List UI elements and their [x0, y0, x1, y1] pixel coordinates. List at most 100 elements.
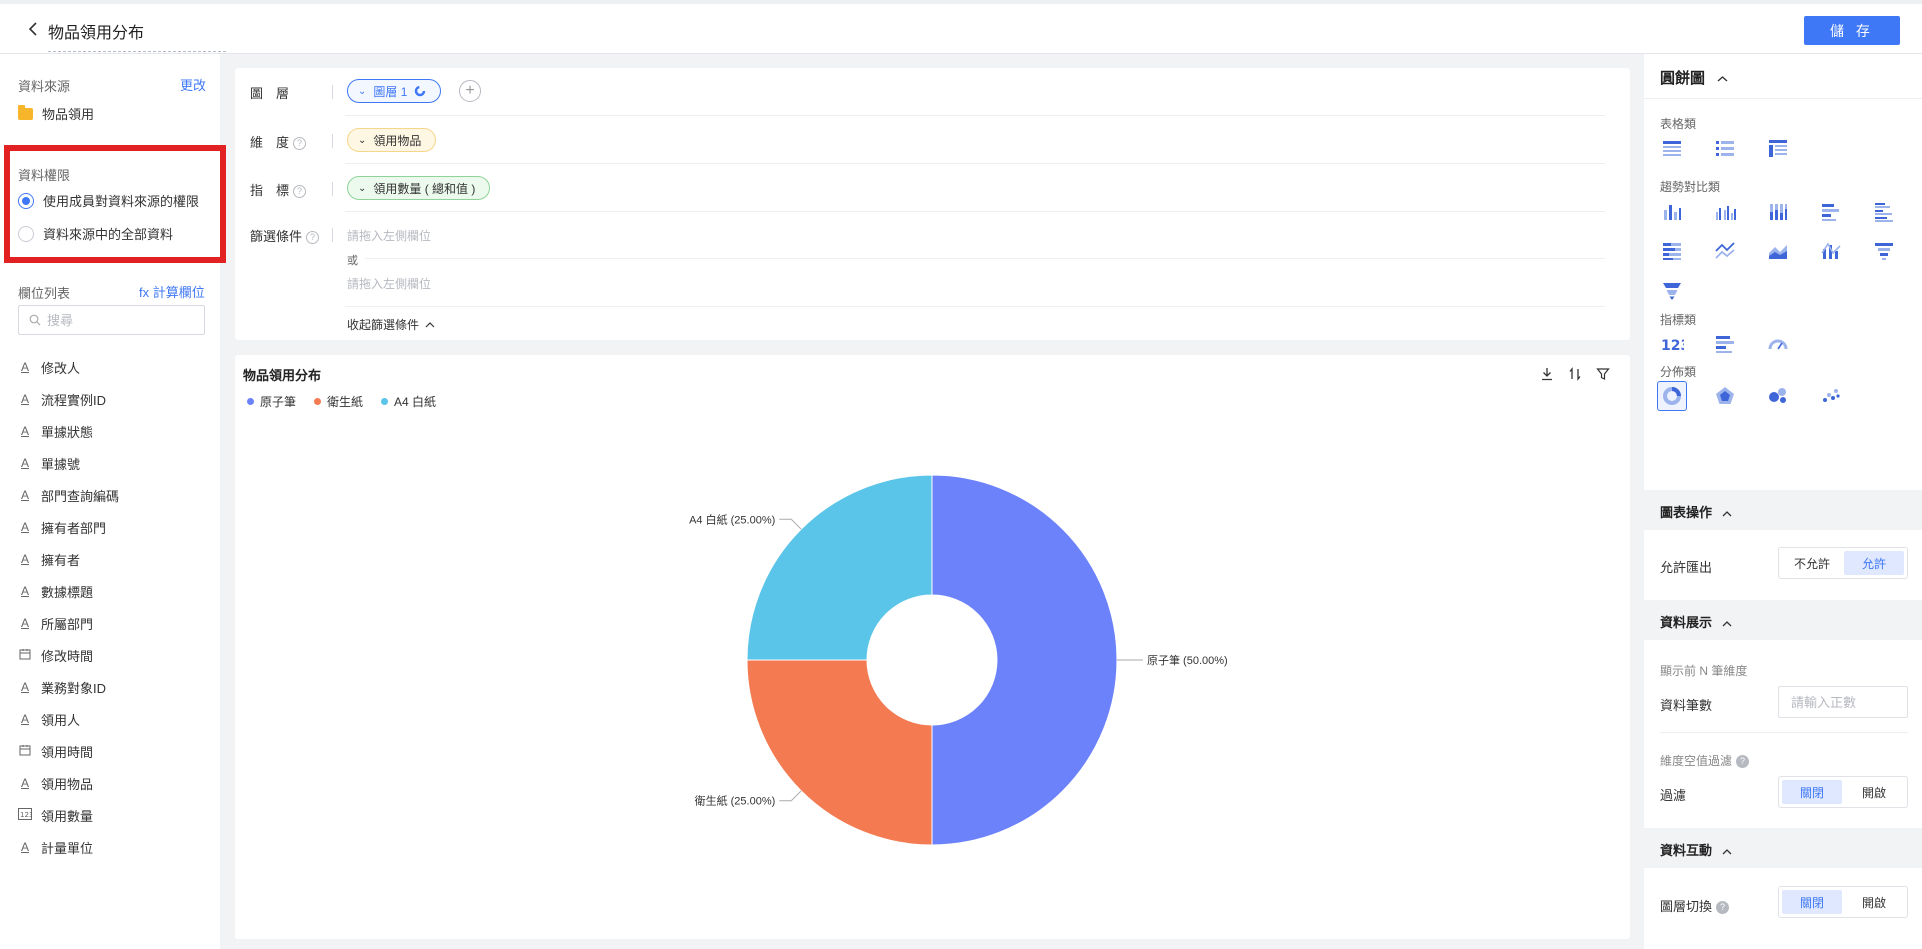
funnel-chart-icon[interactable]: [1869, 236, 1899, 266]
comparison-funnel-icon[interactable]: [1657, 275, 1687, 305]
svg-text:123: 123: [20, 811, 32, 819]
bubble-chart-icon[interactable]: [1763, 381, 1793, 411]
table-chart-icon[interactable]: [1657, 133, 1687, 163]
filter-icon[interactable]: [1596, 367, 1610, 381]
filter-drop-zone-1[interactable]: 請拖入左側欄位: [347, 229, 432, 243]
chevron-up-icon: [1722, 849, 1732, 855]
field-search-box[interactable]: [18, 305, 205, 335]
stacked-bar-icon[interactable]: [1657, 236, 1687, 266]
field-item[interactable]: A 流程實例ID: [18, 383, 119, 415]
download-icon[interactable]: [1540, 367, 1554, 381]
field-item[interactable]: 修改時間: [18, 639, 119, 671]
text-field-icon: A: [20, 488, 29, 502]
top-n-label: 顯示前 N 筆維度: [1660, 664, 1748, 678]
null-filter-toggle[interactable]: 關閉 開啟: [1778, 776, 1908, 808]
gauge-chart-icon[interactable]: [1763, 329, 1793, 359]
export-option-allow[interactable]: 允許: [1844, 551, 1904, 575]
page-title[interactable]: 物品領用分布: [48, 19, 226, 52]
save-button[interactable]: 儲 存: [1804, 16, 1900, 45]
radio-checked-icon[interactable]: [18, 192, 34, 209]
scatter-chart-icon[interactable]: [1816, 381, 1846, 411]
chart-type-title-text: 圓餅圖: [1660, 70, 1706, 87]
dimension-pill[interactable]: ⌄ 領用物品: [347, 128, 437, 152]
field-item[interactable]: A 數據標題: [18, 575, 119, 607]
field-name: 領用數量: [41, 808, 94, 824]
measure-pill[interactable]: ⌄ 領用數量 ( 總和值 ): [347, 176, 491, 200]
section-interaction[interactable]: 資料互動: [1644, 828, 1922, 868]
pivot-table-icon[interactable]: [1763, 133, 1793, 163]
layer-switch-off[interactable]: 關閉: [1782, 890, 1842, 914]
section-data-display[interactable]: 資料展示: [1644, 600, 1922, 640]
field-item[interactable]: A 業務對象ID: [18, 671, 119, 703]
filter-drop-zone-2[interactable]: 請拖入左側欄位: [347, 277, 432, 291]
data-count-input[interactable]: [1778, 686, 1908, 718]
pie-slice[interactable]: [746, 474, 933, 661]
combo-chart-icon[interactable]: [1816, 236, 1846, 266]
chevron-down-icon[interactable]: ⌄: [358, 85, 367, 97]
number-card-icon[interactable]: 123: [1657, 329, 1687, 359]
bar-chart-icon[interactable]: [1816, 197, 1846, 227]
chevron-down-icon[interactable]: ⌄: [358, 134, 367, 146]
field-search-input[interactable]: [47, 312, 197, 328]
layer-switch-on[interactable]: 開啟: [1861, 895, 1886, 910]
help-icon[interactable]: ?: [293, 185, 307, 198]
change-source-link[interactable]: 更改: [180, 78, 207, 93]
legend-item[interactable]: 衛生紙: [314, 393, 363, 410]
field-name: 計量單位: [41, 840, 94, 856]
layer-pill[interactable]: ⌄ 圖層 1: [347, 79, 442, 103]
export-option-disallow[interactable]: 不允許: [1793, 556, 1830, 571]
help-icon[interactable]: ?: [1716, 901, 1730, 914]
field-item[interactable]: A 領用物品: [18, 767, 119, 799]
collapse-filter-toggle[interactable]: 收起篩選條件: [347, 316, 435, 333]
chevron-down-icon[interactable]: ⌄: [358, 182, 367, 194]
field-item[interactable]: A 所屬部門: [18, 607, 119, 639]
field-item[interactable]: A 擁有者部門: [18, 511, 119, 543]
field-item[interactable]: A 領用人: [18, 703, 119, 735]
sort-icon[interactable]: [1568, 367, 1582, 381]
help-icon[interactable]: ?: [306, 231, 320, 244]
help-icon[interactable]: ?: [1736, 755, 1750, 768]
back-icon[interactable]: [24, 17, 44, 41]
number-field-icon: 123: [18, 807, 33, 823]
field-item[interactable]: A 單據號: [18, 447, 119, 479]
text-field-icon: A: [20, 424, 29, 438]
pie-slice[interactable]: [931, 474, 1118, 846]
field-item[interactable]: A 單據狀態: [18, 415, 119, 447]
area-chart-icon[interactable]: [1763, 236, 1793, 266]
grouped-bar-icon[interactable]: [1869, 197, 1899, 227]
radio-unchecked-icon[interactable]: [18, 225, 34, 242]
filter-option-on[interactable]: 開啟: [1861, 785, 1886, 800]
divider: [345, 115, 1605, 116]
calc-field-link[interactable]: fx 計算欄位: [139, 285, 205, 300]
field-item[interactable]: A 擁有者: [18, 543, 119, 575]
grouped-column-icon[interactable]: [1710, 197, 1740, 227]
filter-option-off[interactable]: 關閉: [1782, 780, 1842, 804]
chart-type-header[interactable]: 圓餅圖: [1644, 54, 1922, 98]
donut-chart-icon[interactable]: [1657, 381, 1687, 411]
field-item[interactable]: 領用時間: [18, 735, 119, 767]
add-layer-button[interactable]: +: [459, 80, 481, 102]
field-item[interactable]: 123 領用數量: [18, 799, 119, 831]
legend-item[interactable]: 原子筆: [247, 393, 296, 410]
line-chart-icon[interactable]: [1710, 236, 1740, 266]
field-item[interactable]: A 部門查詢編碼: [18, 479, 119, 511]
column-chart-icon[interactable]: [1657, 197, 1687, 227]
perm-option-member[interactable]: 使用成員對資料來源的權限: [18, 191, 199, 210]
section-chart-ops[interactable]: 圖表操作: [1644, 490, 1922, 530]
legend-item[interactable]: A4 白紙: [381, 393, 436, 410]
radar-chart-icon[interactable]: [1710, 381, 1740, 411]
perm-option-all[interactable]: 資料來源中的全部資料: [18, 224, 173, 243]
separator: [332, 182, 333, 196]
data-source-item[interactable]: 物品領用: [18, 104, 94, 123]
layer-switch-toggle[interactable]: 關閉 開啟: [1778, 886, 1908, 918]
field-item[interactable]: A 計量單位: [18, 831, 119, 863]
chart-type-picker: 表格類 趨勢對比類 指標類 123 分佈類 功能 樣式: [1644, 98, 1922, 535]
field-item[interactable]: A 修改人: [18, 351, 119, 383]
help-icon[interactable]: ?: [293, 137, 307, 150]
progress-bar-icon[interactable]: [1710, 329, 1740, 359]
list-chart-icon[interactable]: [1710, 133, 1740, 163]
allow-export-toggle[interactable]: 不允許 允許: [1778, 547, 1908, 579]
pie-slice[interactable]: [746, 659, 933, 846]
field-name: 擁有者: [41, 552, 81, 568]
stacked-column-icon[interactable]: [1763, 197, 1793, 227]
